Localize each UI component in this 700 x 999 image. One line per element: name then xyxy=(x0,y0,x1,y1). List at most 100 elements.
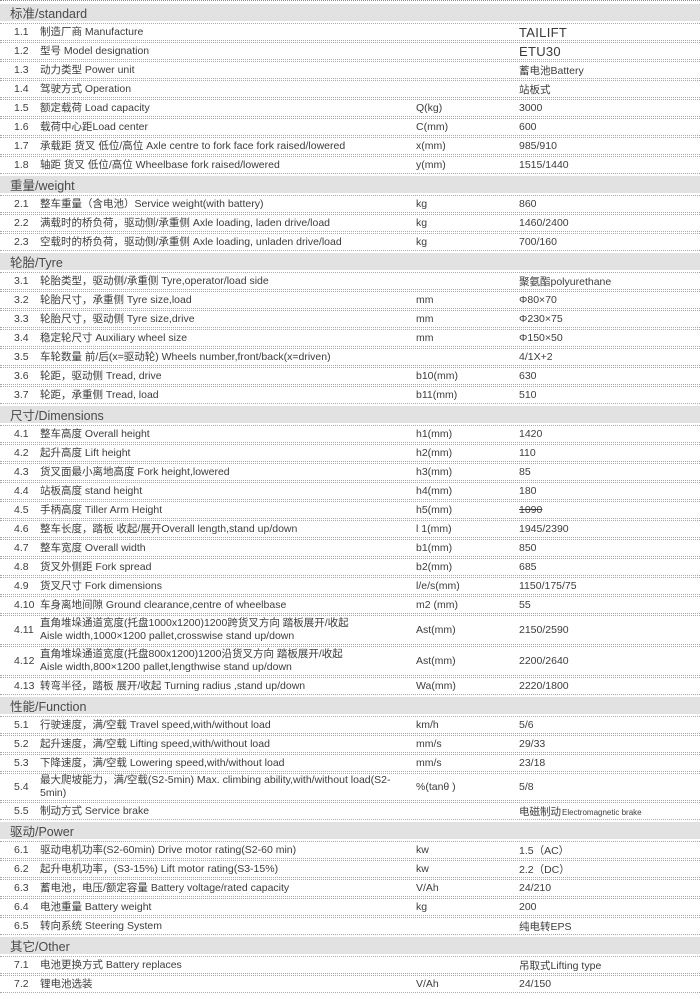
row-value-cell: 29/33 xyxy=(519,738,700,750)
row-label: 最大爬坡能力，满/空载(S2-5min) Max. climbing abili… xyxy=(40,774,391,799)
section-title: 性能/Function xyxy=(10,700,87,714)
row-label: 型号 Model designation xyxy=(40,44,150,57)
row-value-cell: 110 xyxy=(519,447,700,459)
table-row: 3.2 轮胎尺寸，承重侧 Tyre size,load mm Φ80×70 xyxy=(0,291,700,309)
table-row: 6.1 驱动电机功率(S2-60min) Drive motor rating(S… xyxy=(0,841,700,859)
row-value: 吊取式Lifting type xyxy=(519,959,602,972)
section-title: 轮胎/Tyre xyxy=(10,256,63,270)
row-label: 制造厂商 Manufacture xyxy=(40,25,144,38)
row-value: 685 xyxy=(519,561,537,573)
row-label: 空载时的桥负荷，驱动侧/承重侧 Axle loading, unladen dr… xyxy=(40,235,342,248)
row-value: 电磁制动 xyxy=(519,805,561,818)
row-unit: x(mm) xyxy=(416,140,446,152)
row-value-cell: 1090 xyxy=(519,504,700,516)
row-value-cell: Φ80×70 xyxy=(519,294,700,306)
row-value-cell: 3000 xyxy=(519,102,700,114)
table-row: 6.3 蓄电池，电压/额定容量 Battery voltage/rated cap… xyxy=(0,879,700,897)
row-unit: b1(mm) xyxy=(416,542,453,554)
row-value-cell: TAILIFT xyxy=(519,25,700,40)
row-label: 直角堆垛通道宽度(托盘800x1200)1200沿货叉方向 踏板展开/收起 Ai… xyxy=(40,648,343,673)
row-value: 聚氨酯polyurethane xyxy=(519,275,612,288)
row-value-cell: 5/6 xyxy=(519,719,700,731)
row-value: 700/160 xyxy=(519,236,557,248)
row-number: 3.2 xyxy=(14,294,29,306)
row-value: 1515/1440 xyxy=(519,159,569,171)
row-number: 1.2 xyxy=(14,45,29,57)
row-number: 4.13 xyxy=(14,680,35,692)
row-label: 起升高度 Lift height xyxy=(40,446,131,459)
row-value-cell: 200 xyxy=(519,901,700,913)
table-row: 3.4 稳定轮尺寸 Auxiliary wheel size mm Φ150×50 xyxy=(0,329,700,347)
row-number: 4.12 xyxy=(14,655,35,667)
row-label: 转向系统 Steering System xyxy=(40,919,162,932)
table-row: 1.3 动力类型 Power unit 蓄电池Battery xyxy=(0,61,700,79)
table-row: 7.1 电池更换方式 Battery replaces 吊取式Lifting typ… xyxy=(0,956,700,974)
row-value: 1460/2400 xyxy=(519,217,569,229)
row-number: 1.3 xyxy=(14,64,29,76)
row-value: 5/8 xyxy=(519,781,534,793)
row-value: 860 xyxy=(519,198,537,210)
row-number: 2.2 xyxy=(14,217,29,229)
row-unit: kw xyxy=(416,863,429,875)
table-row: 1.7 承载距 货叉 低位/高位 Axle centre to fork face… xyxy=(0,137,700,155)
row-number: 6.2 xyxy=(14,863,29,875)
table-row: 6.5 转向系统 Steering System 纯电转EPS xyxy=(0,917,700,935)
row-value: 1420 xyxy=(519,428,543,440)
row-number: 4.6 xyxy=(14,523,29,535)
row-number: 7.2 xyxy=(14,978,29,990)
row-value: 85 xyxy=(519,466,531,478)
row-value-cell: 2200/2640 xyxy=(519,655,700,667)
table-row: 4.8 货叉外侧距 Fork spread b2(mm) 685 xyxy=(0,558,700,576)
row-label: 制动方式 Service brake xyxy=(40,804,150,817)
section-title: 其它/Other xyxy=(10,940,70,954)
table-row: 4.2 起升高度 Lift height h2(mm) 110 xyxy=(0,444,700,462)
section-header: 其它/Other xyxy=(0,937,700,954)
row-number: 4.3 xyxy=(14,466,29,478)
row-label: 起升电机功率，(S3-15%) Lift motor rating(S3-15%… xyxy=(40,862,279,875)
row-value: Φ230×75 xyxy=(519,313,563,325)
table-row: 6.2 起升电机功率，(S3-15%) Lift motor rating(S3-… xyxy=(0,860,700,878)
row-label: 货叉外侧距 Fork spread xyxy=(40,560,152,573)
row-value: 蓄电池Battery xyxy=(519,64,584,77)
row-label: 驱动电机功率(S2-60min) Drive motor rating(S2-6… xyxy=(40,843,297,856)
row-unit: h3(mm) xyxy=(416,466,453,478)
row-unit: mm xyxy=(416,332,434,344)
row-number: 6.1 xyxy=(14,844,29,856)
row-number: 6.5 xyxy=(14,920,29,932)
row-label: 电池重量 Battery weight xyxy=(40,900,152,913)
table-row: 1.8 轴距 货叉 低位/高位 Wheelbase fork raised/low… xyxy=(0,156,700,174)
row-number: 4.8 xyxy=(14,561,29,573)
row-number: 1.5 xyxy=(14,102,29,114)
row-value: Φ80×70 xyxy=(519,294,557,306)
row-unit: h2(mm) xyxy=(416,447,453,459)
row-number: 4.7 xyxy=(14,542,29,554)
row-unit: V/Ah xyxy=(416,978,439,990)
row-value-cell: 860 xyxy=(519,198,700,210)
section-header: 轮胎/Tyre xyxy=(0,253,700,270)
table-row: 7.2 锂电池选装 V/Ah 24/150 xyxy=(0,975,700,993)
table-row: 4.12 直角堆垛通道宽度(托盘800x1200)1200沿货叉方向 踏板展开/收… xyxy=(0,646,700,676)
row-unit: kg xyxy=(416,198,428,210)
row-value-cell: 2150/2590 xyxy=(519,624,700,636)
row-value: 2220/1800 xyxy=(519,680,569,692)
row-value: 2200/2640 xyxy=(519,655,569,667)
row-value-cell: 23/18 xyxy=(519,757,700,769)
row-label: 轮胎尺寸，承重侧 Tyre size,load xyxy=(40,293,192,306)
row-number: 3.3 xyxy=(14,313,29,325)
row-value: 180 xyxy=(519,485,537,497)
row-value-cell: 聚氨酯polyurethane xyxy=(519,274,700,289)
row-unit: mm xyxy=(416,313,434,325)
row-value-note: Electromagnetic brake xyxy=(562,807,642,817)
row-value: 200 xyxy=(519,901,537,913)
section-title: 标准/standard xyxy=(10,7,88,21)
table-row: 1.4 驾驶方式 Operation 站板式 xyxy=(0,80,700,98)
row-number: 3.4 xyxy=(14,332,29,344)
row-value-cell: Φ150×50 xyxy=(519,332,700,344)
row-number: 7.1 xyxy=(14,959,29,971)
table-row: 4.10 车身离地间隙 Ground clearance,centre of wh… xyxy=(0,596,700,614)
row-number: 6.3 xyxy=(14,882,29,894)
row-value: 3000 xyxy=(519,102,543,114)
table-row: 1.6 载荷中心距Load center C(mm) 600 xyxy=(0,118,700,136)
row-value: 1.5（AC） xyxy=(519,844,570,857)
